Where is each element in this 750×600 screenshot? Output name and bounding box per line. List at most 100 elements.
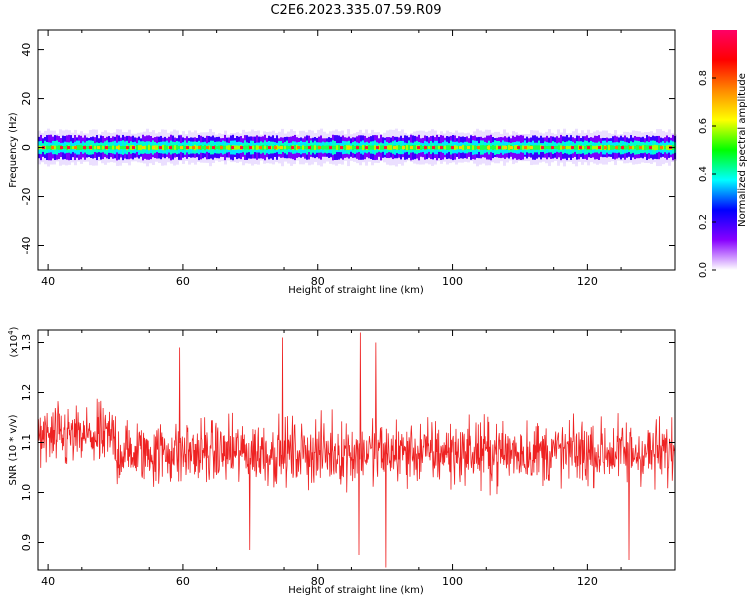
band-core-cell bbox=[508, 145, 510, 150]
band-core-cell bbox=[554, 145, 556, 150]
band-core-cell bbox=[626, 145, 628, 150]
colorbar-tick-label: 0.8 bbox=[698, 70, 709, 86]
colorbar-tick-label: 0.4 bbox=[698, 166, 709, 182]
band-core-cell bbox=[618, 145, 620, 150]
band-peak-cell bbox=[291, 146, 294, 150]
x-tick-label: 40 bbox=[41, 575, 55, 588]
spectrogram-x-label: Height of straight line (km) bbox=[288, 285, 424, 296]
band-core-cell bbox=[556, 145, 558, 150]
band-peak-cell bbox=[186, 146, 189, 150]
band-core-cell bbox=[360, 145, 362, 150]
band-peak-cell bbox=[340, 146, 343, 150]
band-core-cell bbox=[112, 145, 114, 150]
band-core-cell bbox=[558, 145, 560, 150]
band-core-cell bbox=[422, 146, 424, 150]
figure-title: C2E6.2023.335.07.59.R09 bbox=[270, 3, 441, 18]
band-peak-cell bbox=[467, 146, 470, 150]
band-core-cell bbox=[130, 145, 132, 150]
band-peak-cell bbox=[541, 146, 544, 150]
band-core-cell bbox=[496, 145, 498, 150]
x-tick-label: 40 bbox=[41, 275, 55, 288]
band-core-cell bbox=[492, 145, 494, 151]
snr-series-line bbox=[38, 332, 675, 568]
band-core-cell bbox=[484, 145, 486, 150]
band-peak-cell bbox=[510, 146, 513, 150]
spectrogram-frame bbox=[37, 29, 676, 271]
band-core-cell bbox=[634, 145, 636, 150]
band-core-cell bbox=[304, 145, 306, 150]
band-core-cell bbox=[610, 145, 612, 150]
band-peak-cell bbox=[51, 146, 54, 150]
band-core-cell bbox=[284, 146, 286, 150]
band-core-cell bbox=[140, 144, 142, 151]
band-peak-cell bbox=[524, 146, 527, 150]
band-core-cell bbox=[370, 145, 372, 150]
band-core-cell bbox=[464, 145, 466, 150]
band-peak-cell bbox=[451, 146, 454, 150]
y-tick-label: -20 bbox=[20, 188, 33, 206]
band-core-cell bbox=[172, 145, 174, 150]
colorbar-tick-label: 0.6 bbox=[698, 118, 709, 134]
band-core-cell bbox=[302, 145, 304, 150]
band-peak-cell bbox=[498, 146, 501, 150]
band-core-cell bbox=[546, 145, 548, 150]
band-peak-cell bbox=[297, 146, 300, 150]
band-core-cell bbox=[272, 146, 274, 150]
band-peak-cell bbox=[424, 146, 427, 150]
band-core-cell bbox=[324, 145, 326, 150]
band-core-cell bbox=[228, 145, 230, 151]
band-core-cell bbox=[474, 145, 476, 150]
band-peak-cell bbox=[249, 146, 252, 150]
band-peak-cell bbox=[440, 146, 443, 150]
band-core-cell bbox=[414, 145, 416, 150]
band-core-cell bbox=[582, 145, 584, 150]
band-core-cell bbox=[576, 145, 578, 150]
band-core-cell bbox=[136, 144, 138, 151]
band-peak-cell bbox=[571, 146, 574, 150]
band-core-cell bbox=[408, 145, 410, 151]
band-core-cell bbox=[644, 144, 646, 151]
spectrogram-x-axis: 40 60 80 100 120 bbox=[41, 30, 622, 288]
band-peak-cell bbox=[198, 146, 201, 150]
colorbar-label: Normalized spectral amplitude bbox=[737, 73, 748, 227]
band-peak-cell bbox=[562, 146, 565, 150]
y-tick-label: 0 bbox=[20, 144, 33, 151]
band-core-cell bbox=[642, 145, 644, 150]
band-peak-cell bbox=[530, 146, 533, 150]
band-core-cell bbox=[480, 145, 482, 150]
band-core-cell bbox=[502, 145, 504, 150]
band-core-cell bbox=[430, 145, 432, 150]
band-core-cell bbox=[224, 145, 226, 150]
snr-y-label: SNR (10 * v/v) bbox=[8, 414, 19, 485]
band-peak-cell bbox=[402, 146, 405, 150]
band-core-cell bbox=[256, 145, 258, 150]
band-core-cell bbox=[624, 145, 626, 150]
band-peak-cell bbox=[587, 146, 590, 150]
band-core-cell bbox=[636, 144, 638, 151]
band-core-cell bbox=[178, 145, 180, 150]
band-peak-cell bbox=[376, 146, 379, 150]
band-peak-cell bbox=[621, 146, 624, 150]
y-tick-label: 20 bbox=[20, 92, 33, 106]
band-core-cell bbox=[584, 145, 586, 150]
band-core-cell bbox=[294, 145, 296, 151]
colorbar-tick-label: 0.0 bbox=[698, 262, 709, 278]
band-core-cell bbox=[108, 146, 110, 150]
band-core-cell bbox=[528, 145, 530, 150]
band-peak-cell bbox=[504, 146, 507, 150]
y-tick-label: 1.3 bbox=[20, 334, 33, 352]
y-tick-label: -40 bbox=[20, 237, 33, 255]
band-core-cell bbox=[462, 144, 464, 151]
band-core-cell bbox=[396, 145, 398, 150]
band-core-cell bbox=[454, 145, 456, 151]
band-core-cell bbox=[254, 145, 256, 150]
band-core-cell bbox=[490, 145, 492, 150]
band-peak-cell bbox=[159, 146, 162, 150]
band-core-cell bbox=[520, 145, 522, 150]
band-peak-cell bbox=[280, 146, 283, 150]
spectrogram-panel: 40 60 80 100 120 40 20 0 -20 -40 Height of strai… bbox=[8, 29, 677, 296]
band-core-cell bbox=[238, 145, 240, 150]
band-core-cell bbox=[58, 145, 60, 150]
band-peak-cell bbox=[551, 146, 554, 150]
band-peak-cell bbox=[116, 146, 119, 150]
